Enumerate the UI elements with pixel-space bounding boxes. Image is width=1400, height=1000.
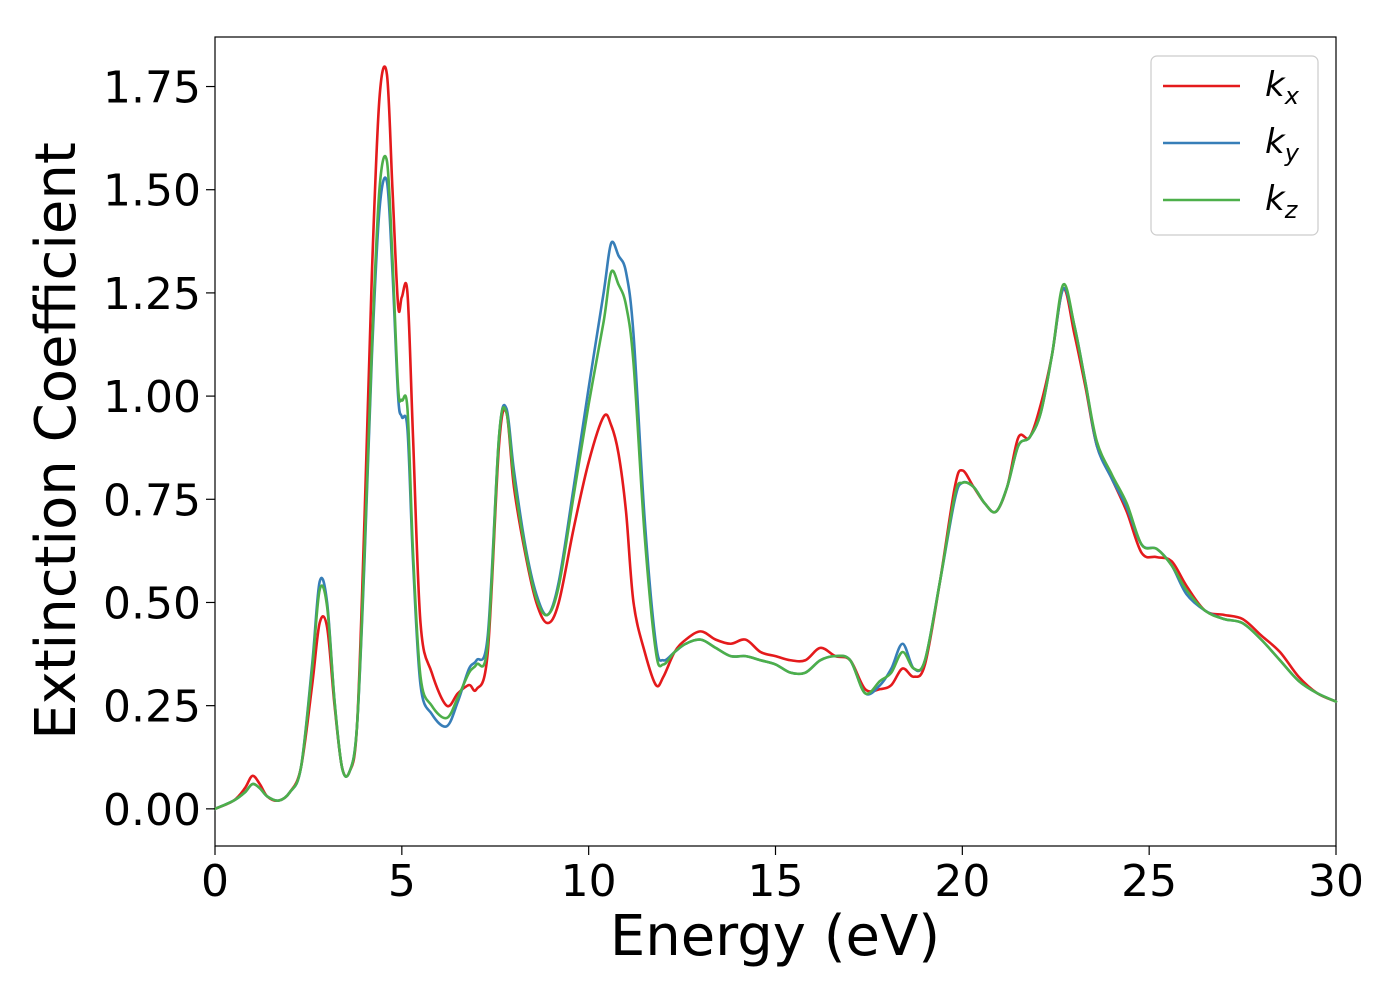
x-tick-label: 20	[934, 856, 990, 907]
y-axis-ticks: 0.00 0.25 0.50 0.75 1.00 1.25 1.50 1.75	[103, 63, 215, 836]
legend-label-y: ky	[1265, 122, 1300, 167]
x-tick-label: 30	[1308, 856, 1364, 907]
y-tick-label: 0.25	[103, 682, 201, 733]
legend-label-main: k	[1265, 179, 1286, 219]
legend-label-main: k	[1265, 122, 1286, 162]
series-group	[213, 65, 1338, 811]
x-tick-label: 10	[561, 856, 617, 907]
legend-label-sub: x	[1284, 82, 1300, 110]
x-tick-label: 5	[388, 856, 416, 907]
x-tick-label: 15	[748, 856, 804, 907]
y-tick-label: 0.00	[103, 785, 201, 836]
legend-box	[1150, 55, 1319, 236]
legend-label-sub: y	[1284, 139, 1300, 167]
y-tick-label: 1.25	[103, 269, 201, 320]
y-tick-label: 0.50	[103, 578, 201, 629]
legend-label-x: kx	[1265, 65, 1300, 110]
legend-label-main: k	[1265, 65, 1286, 105]
y-tick-label: 1.75	[103, 63, 201, 114]
y-tick-label: 1.50	[103, 166, 201, 217]
plot-area: 0 5 10 15 20 25 30 0.00 0.25 0.50 0.75 1.00 1.25 1.5…	[103, 36, 1364, 907]
y-tick-label: 1.00	[103, 372, 201, 423]
legend-label-sub: z	[1284, 196, 1299, 224]
series-line-z	[213, 154, 1338, 811]
y-axis-label: Extinction Coefficient	[24, 142, 89, 740]
x-axis-ticks: 0 5 10 15 20 25 30	[201, 846, 1364, 907]
x-tick-label: 25	[1121, 856, 1177, 907]
legend-label-z: kz	[1265, 179, 1299, 224]
y-tick-label: 0.75	[103, 475, 201, 526]
x-tick-label: 0	[201, 856, 229, 907]
x-axis-label: Energy (eV)	[610, 904, 940, 969]
